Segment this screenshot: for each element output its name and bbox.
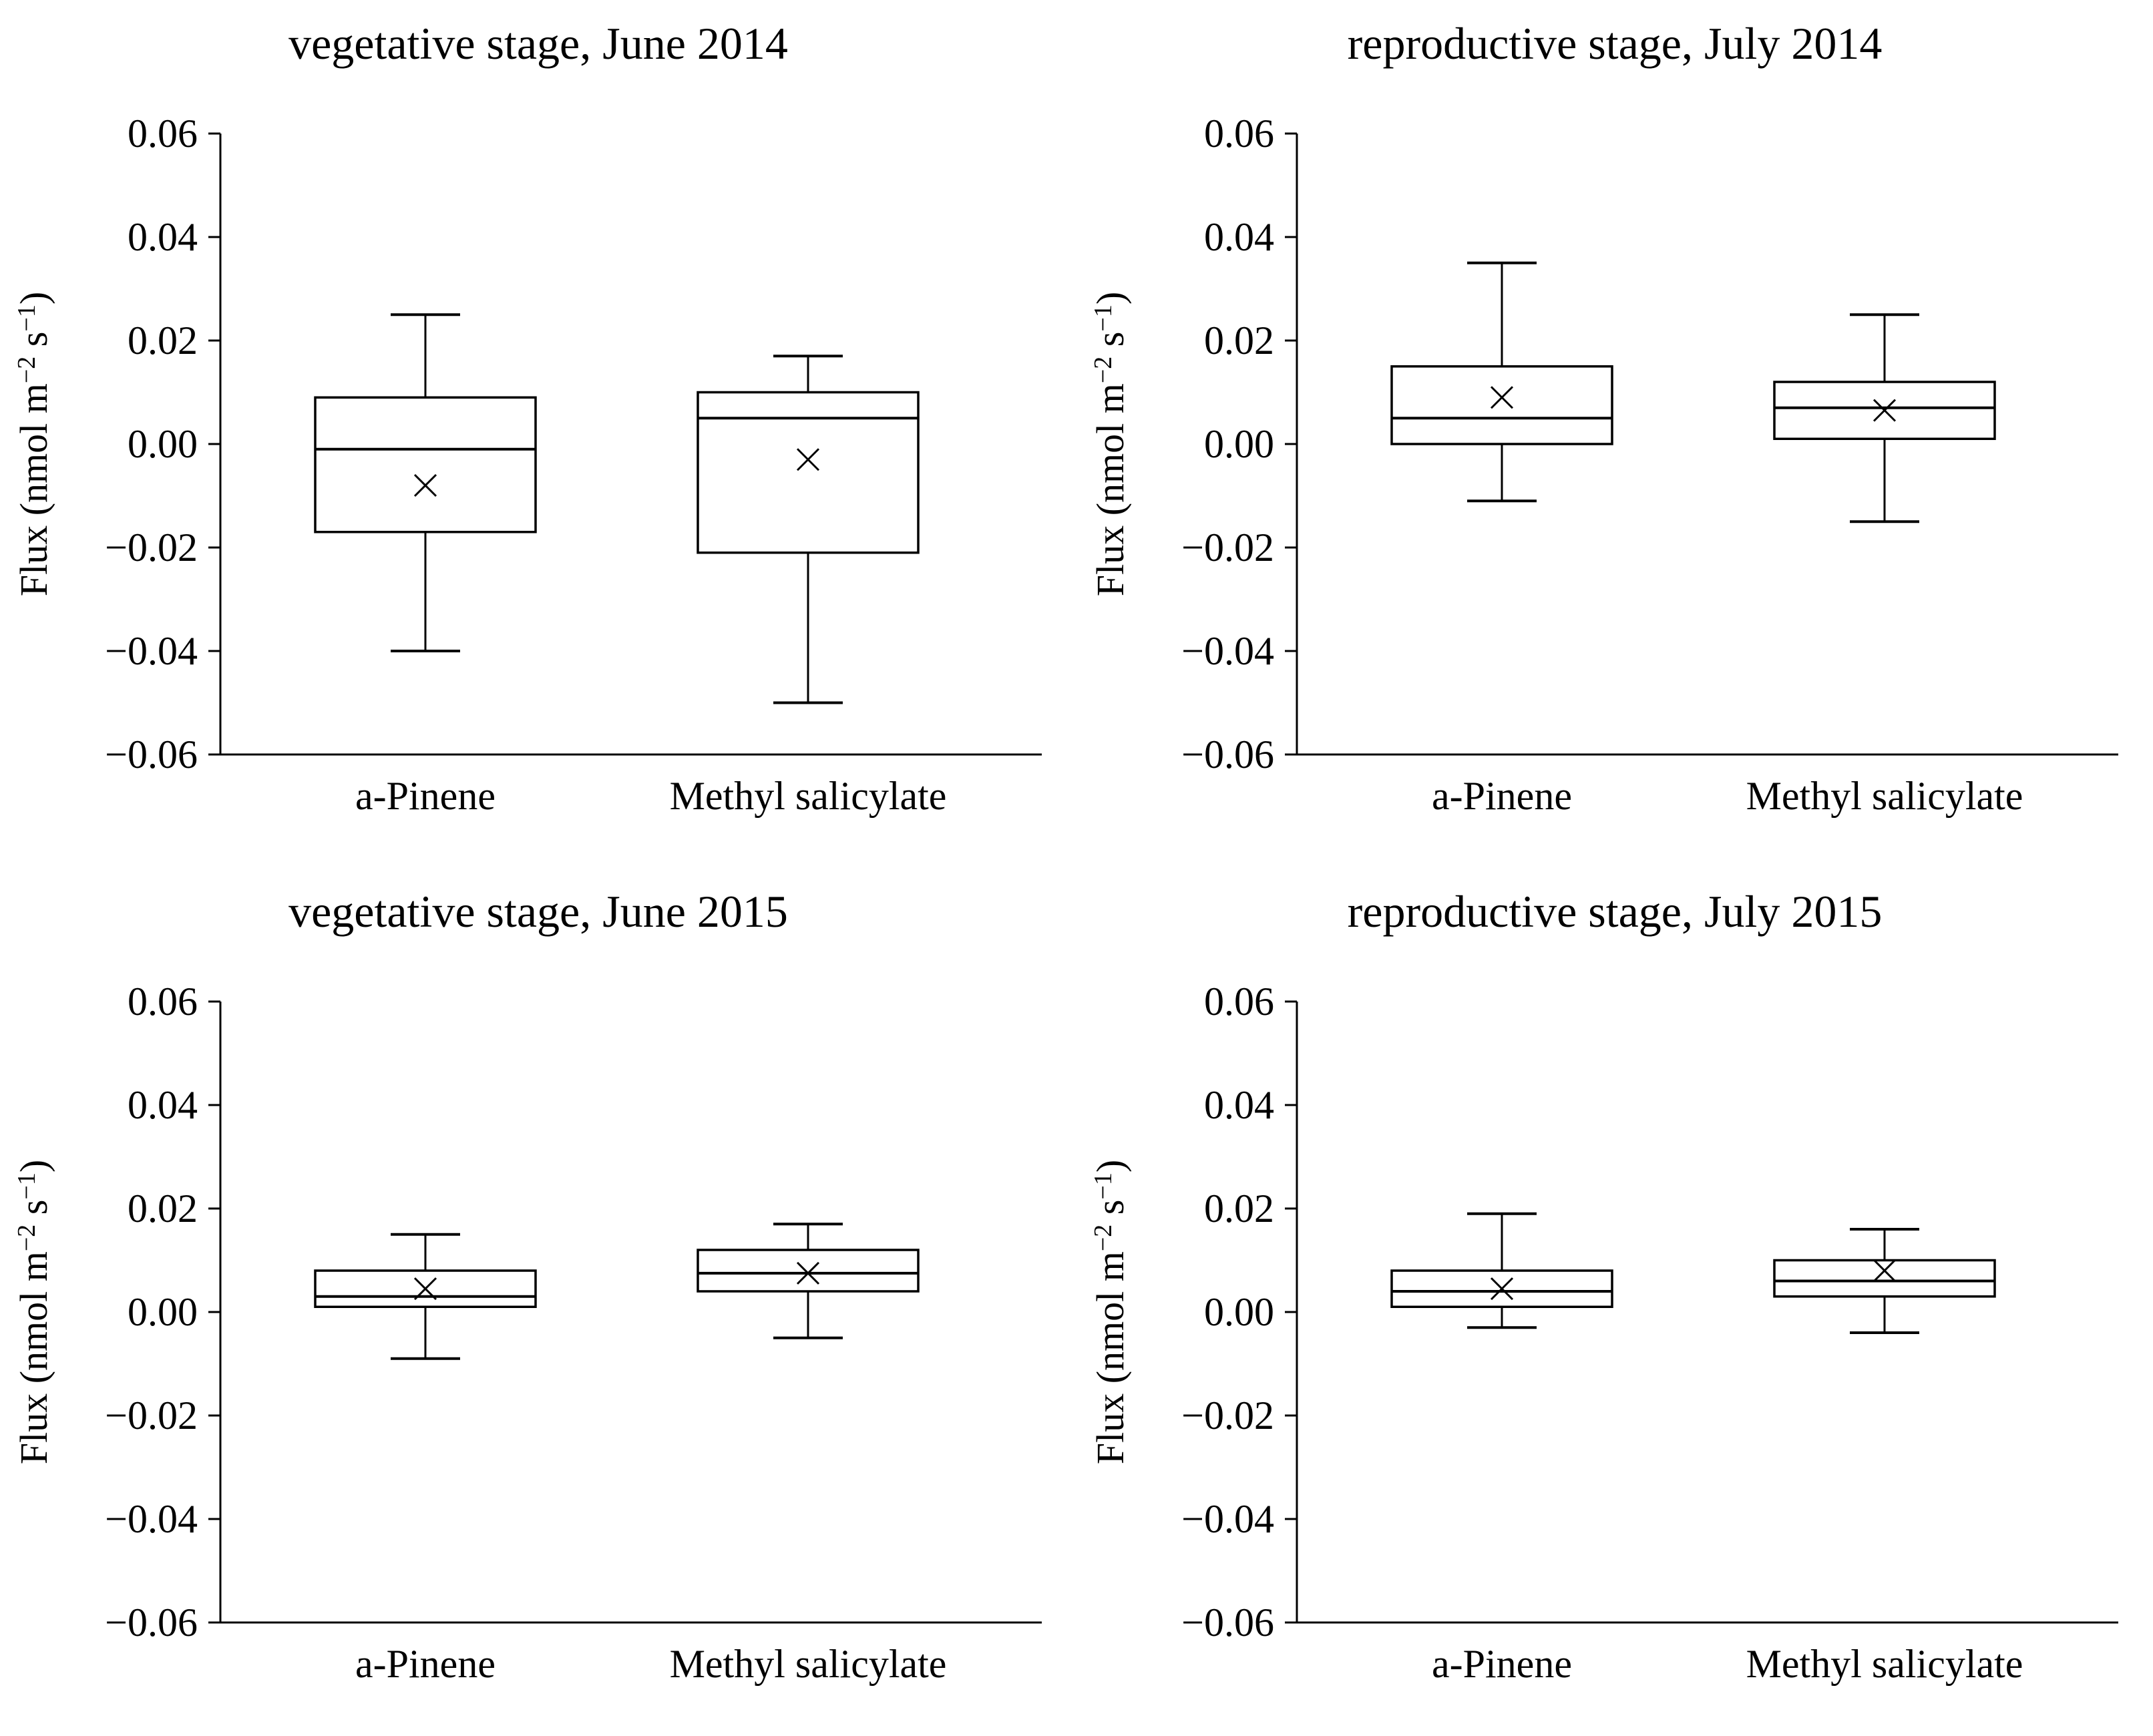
mean-marker (1873, 399, 1897, 422)
iqr-box (1390, 365, 1613, 445)
panel-reproductive-july-2014: reproductive stage, July 2014 0.06 0.04 0.… (1076, 0, 2153, 868)
panel-title: vegetative stage, June 2014 (288, 18, 788, 69)
y-tick-label: −0.04 (105, 1497, 198, 1541)
y-tick-label: 0.02 (128, 318, 198, 363)
iqr-box (314, 396, 537, 533)
y-tick-label: 0.04 (1204, 215, 1274, 259)
y-tick-label: −0.04 (1181, 629, 1274, 673)
y-tick-label: 0.02 (1204, 318, 1274, 363)
y-tick-label: 0.06 (128, 980, 198, 1024)
y-tick-label: 0.04 (128, 215, 198, 259)
mean-marker (1873, 1259, 1897, 1283)
x-category-label-methyl-salicylate: Methyl salicylate (670, 774, 947, 818)
x-category-label-methyl-salicylate: Methyl salicylate (1746, 1642, 2023, 1686)
x-category-label-a-pinene: a-Pinene (1432, 1642, 1572, 1686)
y-tick-label: 0.00 (128, 1290, 198, 1334)
box-plot-methyl-salicylate (1773, 1228, 1996, 1334)
y-tick-label: 0.06 (1204, 980, 1274, 1024)
box-plot-methyl-salicylate (1773, 313, 1996, 523)
y-axis-label: Flux (nmol m−2 s−1) (12, 1160, 55, 1464)
y-tick-label: 0.00 (128, 422, 198, 466)
iqr-box (1773, 1259, 1996, 1298)
y-tick-label: −0.02 (1181, 1393, 1274, 1438)
x-category-label-a-pinene: a-Pinene (355, 774, 496, 818)
box-plot-methyl-salicylate (697, 1223, 920, 1339)
mean-marker (1490, 1277, 1514, 1301)
y-tick-label: 0.06 (128, 112, 198, 156)
iqr-box (697, 391, 920, 554)
boxplot-canvas-1: reproductive stage, July 2014 0.06 0.04 0.… (1089, 18, 2118, 818)
panel-reproductive-july-2015: reproductive stage, July 2015 0.06 0.04 0.… (1076, 868, 2153, 1736)
y-axis-label: Flux (nmol m−2 s−1) (12, 292, 55, 596)
boxplot-canvas-2: vegetative stage, June 2015 0.06 0.04 0.02… (12, 886, 1042, 1686)
box-plot-a-pinene (314, 313, 537, 652)
mean-marker (1490, 386, 1514, 409)
iqr-box (697, 1249, 920, 1293)
y-tick-label: −0.06 (105, 1600, 198, 1645)
y-tick-label: 0.02 (128, 1186, 198, 1231)
y-tick-label: 0.06 (1204, 112, 1274, 156)
mean-marker (413, 473, 437, 497)
mean-marker (796, 448, 820, 471)
x-category-label-methyl-salicylate: Methyl salicylate (1746, 774, 2023, 818)
x-category-label-a-pinene: a-Pinene (1432, 774, 1572, 818)
y-tick-label: 0.00 (1204, 422, 1274, 466)
box-plot-a-pinene (314, 1233, 537, 1360)
panel-vegetative-june-2015: vegetative stage, June 2015 0.06 0.04 0.02… (0, 868, 1076, 1736)
y-tick-label: −0.02 (105, 1393, 198, 1438)
y-tick-label: −0.02 (1181, 525, 1274, 570)
y-tick-label: 0.04 (128, 1083, 198, 1127)
y-tick-label: −0.06 (105, 732, 198, 777)
y-tick-label: 0.04 (1204, 1083, 1274, 1127)
x-category-label-a-pinene: a-Pinene (355, 1642, 496, 1686)
y-axis-label: Flux (nmol m−2 s−1) (1089, 1160, 1132, 1464)
y-axis-label: Flux (nmol m−2 s−1) (1089, 292, 1132, 596)
y-tick-label: −0.04 (105, 629, 198, 673)
y-tick-label: −0.04 (1181, 1497, 1274, 1541)
y-tick-label: −0.06 (1181, 732, 1274, 777)
y-tick-label: 0.00 (1204, 1290, 1274, 1334)
x-category-label-methyl-salicylate: Methyl salicylate (670, 1642, 947, 1686)
y-tick-label: −0.02 (105, 525, 198, 570)
boxplot-canvas-3: reproductive stage, July 2015 0.06 0.04 0.… (1089, 886, 2118, 1686)
mean-marker (796, 1261, 820, 1285)
panel-title: reproductive stage, July 2015 (1348, 886, 1883, 937)
mean-marker (413, 1277, 437, 1301)
panel-title: vegetative stage, June 2015 (288, 886, 788, 937)
box-plot-methyl-salicylate (697, 355, 920, 704)
y-tick-label: −0.06 (1181, 1600, 1274, 1645)
box-plot-a-pinene (1390, 261, 1613, 503)
y-tick-label: 0.02 (1204, 1186, 1274, 1231)
panel-vegetative-june-2014: vegetative stage, June 2014 0.06 0.04 0.02… (0, 0, 1076, 868)
boxplot-canvas-0: vegetative stage, June 2014 0.06 0.04 0.02… (12, 18, 1042, 818)
box-plot-a-pinene (1390, 1212, 1613, 1329)
panel-title: reproductive stage, July 2014 (1348, 18, 1883, 69)
